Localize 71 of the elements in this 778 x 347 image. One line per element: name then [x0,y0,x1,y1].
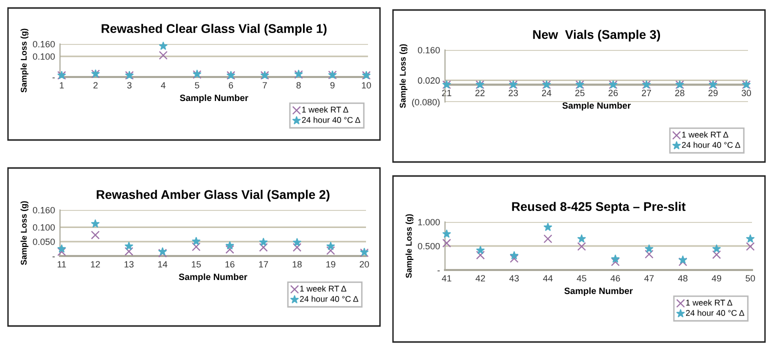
y-axis-title: Sample Loss (g) [20,201,28,265]
x-tick-label: 17 [259,261,268,268]
x-tick-label: 42 [476,275,485,282]
x-tick-label: 18 [292,261,302,268]
x-tick-label: 29 [708,90,718,96]
x-tick-label: 12 [90,261,100,268]
x-tick-label: 43 [509,275,519,282]
x-tick-label: 49 [712,275,722,282]
x-tick-label: 30 [742,90,752,96]
y-tick-label: (0.080) [412,98,440,108]
x-tick-label: 2 [93,82,98,88]
x-axis-title: Sample Number [178,273,248,282]
legend-label: 1 week RT Δ [686,300,732,306]
x-tick-label: 48 [678,275,688,282]
x-tick-label: 10 [362,82,371,88]
chart-title: Rewashed Clear Glass Vial (Sample 1) [102,24,327,36]
x-tick-label: 26 [608,90,618,96]
x-axis-title: Sample Number [180,94,248,103]
chart-title: Reused 8-425 Septa – Pre-slit [512,202,686,214]
y-tick-label: 1.000 [418,218,440,226]
y-tick-label: 0.500 [418,242,440,250]
x-tick-label: 45 [576,275,586,282]
x-tick-label: 19 [326,261,336,268]
x-tick-label: 13 [124,261,134,268]
x-tick-label: 8 [296,82,301,88]
legend-label: 1 week RT Δ [682,132,728,138]
x-tick-label: 24 [542,90,552,96]
y-tick-label: 0.160 [418,46,440,54]
x-tick-label: 11 [58,261,66,268]
x-tick-label: 44 [543,275,553,282]
legend-label: 1 week RT Δ [300,286,346,292]
y-tick-label: 0.160 [32,206,55,214]
x-tick-label: 5 [194,82,200,88]
y-axis-title: Sample Loss (g) [406,214,414,278]
y-tick-label: - [52,256,55,258]
x-tick-label: 27 [642,90,652,96]
y-tick-label: 0.100 [32,53,55,60]
legend-label: 1 week RT Δ [302,106,348,113]
x-tick-label: 14 [158,261,168,268]
x-tick-label: 4 [160,82,166,88]
x-tick-label: 41 [442,275,452,282]
legend-label: 24 hour 40 °C Δ [302,116,360,123]
legend-label: 24 hour 40 °C Δ [686,310,744,316]
x-tick-label: 47 [644,275,654,282]
y-tick-label: 0.160 [32,40,55,48]
chart-title: New Vials (Sample 3) [533,30,660,42]
x-tick-label: 50 [746,275,755,282]
x-tick-label: 23 [508,90,518,96]
x-tick-label: 1 [60,82,64,88]
y-tick-label: 0.020 [418,77,440,84]
x-axis-title: Sample Number [562,102,631,111]
y-tick-label: 0.100 [32,224,55,231]
x-tick-label: 9 [330,82,335,88]
legend-label: 24 hour 40 °C Δ [682,142,740,148]
y-axis-title: Sample Loss (g) [400,44,408,108]
y-tick-label: 0.050 [32,238,55,245]
x-tick-label: 7 [262,82,267,88]
x-tick-label: 6 [228,82,234,88]
x-tick-label: 20 [360,261,369,268]
chart-title: Rewashed Amber Glass Vial (Sample 2) [96,190,330,202]
x-tick-label: 16 [225,261,234,268]
x-tick-label: 25 [575,90,584,96]
x-tick-label: 46 [610,275,620,282]
y-tick-label: - [438,270,440,272]
x-tick-label: 22 [475,90,485,96]
x-axis-title: Sample Number [564,287,633,296]
x-tick-label: 3 [127,82,132,88]
x-tick-label: 28 [675,90,684,96]
y-axis-title: Sample Loss (g) [20,28,28,92]
x-tick-label: 15 [192,261,201,268]
legend-label: 24 hour 40 °C Δ [300,296,358,302]
